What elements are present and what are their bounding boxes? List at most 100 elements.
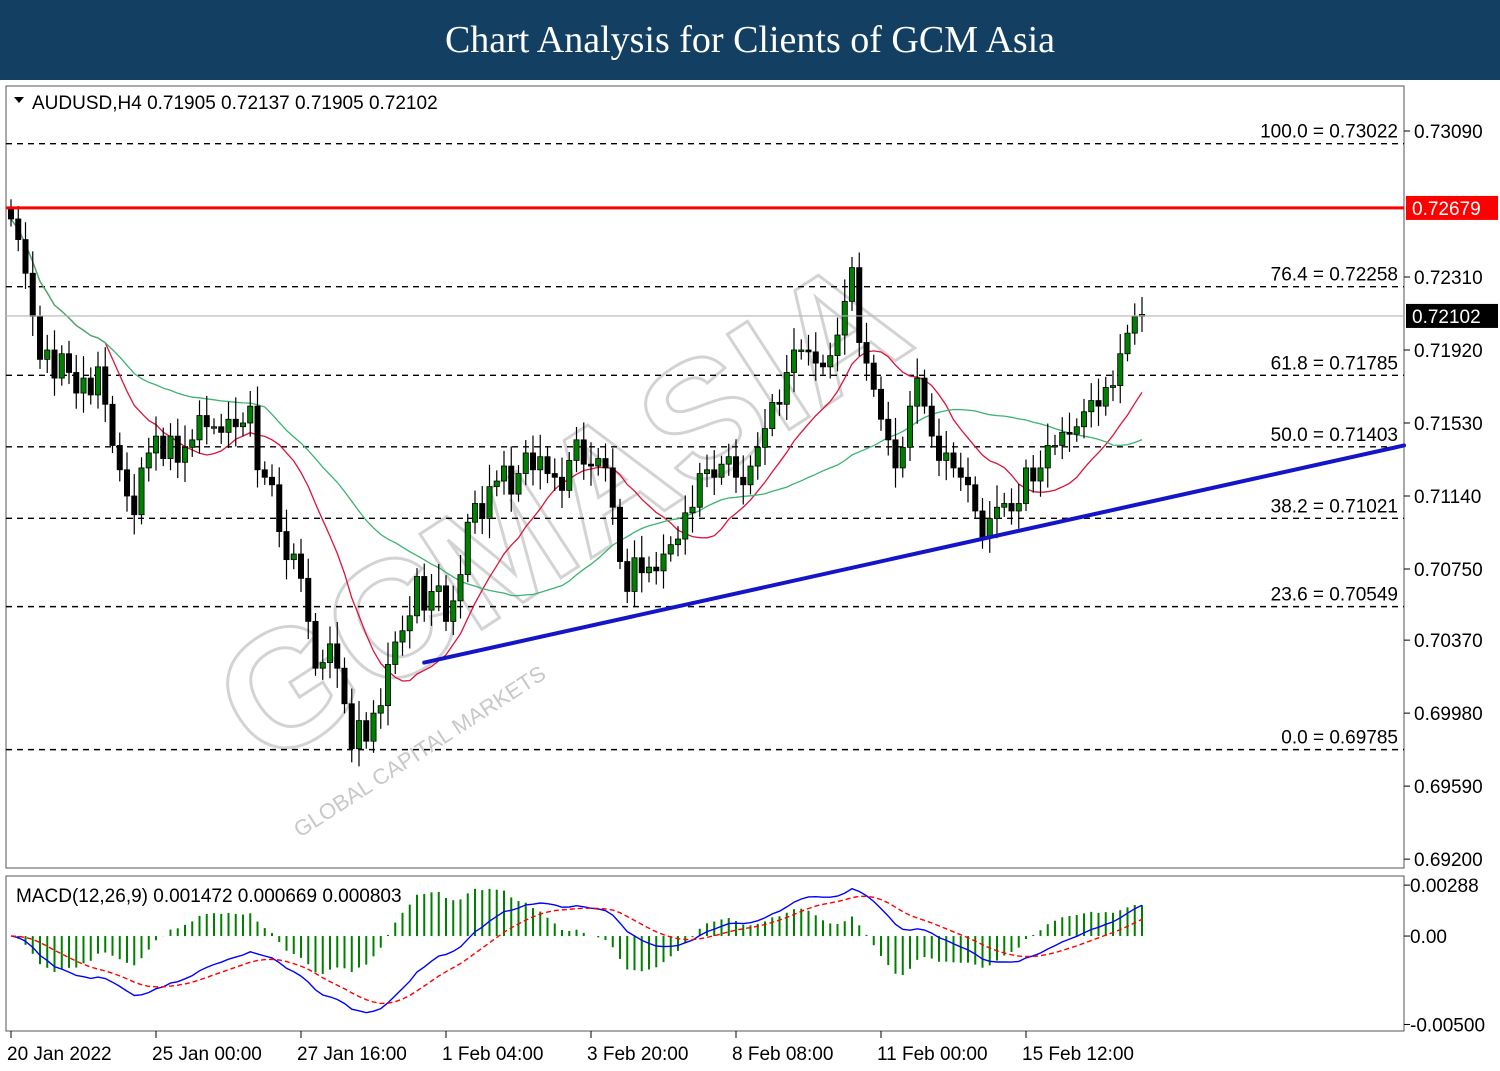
candle — [326, 626, 333, 679]
candle — [595, 447, 602, 476]
candle — [87, 367, 94, 405]
candle — [791, 328, 798, 393]
candle — [15, 206, 22, 252]
candle — [522, 440, 529, 486]
candle — [725, 443, 732, 476]
candle — [102, 347, 109, 422]
price-tick-label: 0.73090 — [1414, 122, 1483, 143]
candle — [1095, 378, 1102, 426]
candle — [1052, 434, 1059, 456]
candle — [450, 585, 457, 636]
candle — [602, 443, 609, 482]
candle — [892, 417, 899, 488]
candle — [841, 279, 848, 355]
candle — [1081, 398, 1088, 439]
candle — [733, 439, 740, 493]
candle — [109, 395, 116, 454]
candle — [617, 498, 624, 570]
price-tick-label: 0.70370 — [1414, 631, 1483, 652]
candle — [675, 526, 682, 557]
candle — [907, 390, 914, 461]
price-tick-label: 0.70750 — [1414, 560, 1483, 581]
candle — [646, 556, 653, 583]
candle — [530, 435, 537, 486]
candle — [1066, 412, 1073, 452]
candle — [588, 442, 595, 486]
candle — [631, 540, 638, 608]
macd-tick-label: -0.00500 — [1410, 1015, 1485, 1036]
candle — [355, 700, 362, 767]
candle — [500, 450, 507, 495]
time-tick-label: 25 Jan 00:00 — [152, 1044, 262, 1065]
price-overlays: 0.72679 0.72102 — [6, 195, 1498, 665]
candle — [363, 712, 370, 749]
candle — [1030, 455, 1037, 493]
candle — [921, 369, 928, 414]
fib-label-2: 61.8 = 0.71785 — [1271, 353, 1398, 374]
candle — [80, 356, 87, 413]
candle — [704, 454, 711, 488]
dropdown-triangle-icon[interactable] — [14, 97, 24, 103]
fib-label-5: 23.6 = 0.70549 — [1271, 585, 1398, 606]
candle — [566, 452, 573, 498]
macd-tick-label: 0.00288 — [1410, 876, 1479, 897]
candle — [747, 455, 754, 495]
candle — [116, 432, 123, 482]
candle — [805, 334, 812, 366]
macd-signal-line — [10, 895, 1143, 1005]
candle — [624, 548, 631, 604]
time-tick-label: 1 Feb 04:00 — [442, 1044, 543, 1065]
support-trendline — [422, 443, 1406, 665]
candle — [1001, 492, 1008, 517]
price-tick-label: 0.69200 — [1414, 850, 1483, 871]
fib-label-1: 76.4 = 0.72258 — [1271, 265, 1398, 286]
macd-panel — [5, 875, 1405, 1032]
candle — [486, 464, 493, 539]
candle — [297, 538, 304, 593]
price-tick-label: 0.72310 — [1414, 268, 1483, 289]
candle — [972, 476, 979, 519]
candle — [1088, 383, 1095, 428]
candle — [290, 543, 297, 570]
candle — [834, 317, 841, 372]
macd-indicator: 0.00288 0.00 -0.00500 — [10, 876, 1485, 1036]
candle — [667, 536, 674, 562]
candle — [682, 495, 689, 555]
candle — [928, 393, 935, 448]
candle — [914, 358, 921, 424]
candle — [196, 400, 203, 454]
candle — [124, 452, 131, 512]
candle — [559, 457, 566, 509]
macd-label: MACD(12,26,9) 0.001472 0.000669 0.000803 — [16, 886, 402, 907]
candle — [370, 700, 377, 753]
candle — [276, 467, 283, 548]
current-price-tag — [1406, 303, 1498, 328]
candle — [239, 412, 246, 437]
candle — [1124, 324, 1131, 362]
fib-label-4: 38.2 = 0.71021 — [1271, 496, 1398, 517]
candle — [551, 458, 558, 491]
candlesticks — [7, 199, 1146, 767]
candle — [479, 486, 486, 535]
candle — [1015, 483, 1022, 529]
candle — [305, 558, 312, 640]
time-tick-label: 8 Feb 08:00 — [732, 1044, 833, 1065]
candle — [1102, 376, 1109, 416]
symbol-header: AUDUSD,H4 0.71905 0.72137 0.71905 0.7210… — [32, 93, 438, 114]
candle — [392, 631, 399, 675]
candle — [377, 688, 384, 729]
candle — [660, 534, 667, 589]
candle — [160, 427, 167, 467]
candle — [268, 464, 275, 497]
candle — [341, 657, 348, 714]
candle — [936, 418, 943, 477]
candle — [399, 615, 406, 656]
candle — [1037, 450, 1044, 497]
main-panel — [5, 85, 1405, 869]
candle — [580, 422, 587, 480]
time-tick-label: 27 Jan 16:00 — [297, 1044, 407, 1065]
candle — [421, 563, 428, 622]
candle — [471, 490, 478, 534]
candle — [870, 354, 877, 397]
candle — [413, 568, 420, 624]
